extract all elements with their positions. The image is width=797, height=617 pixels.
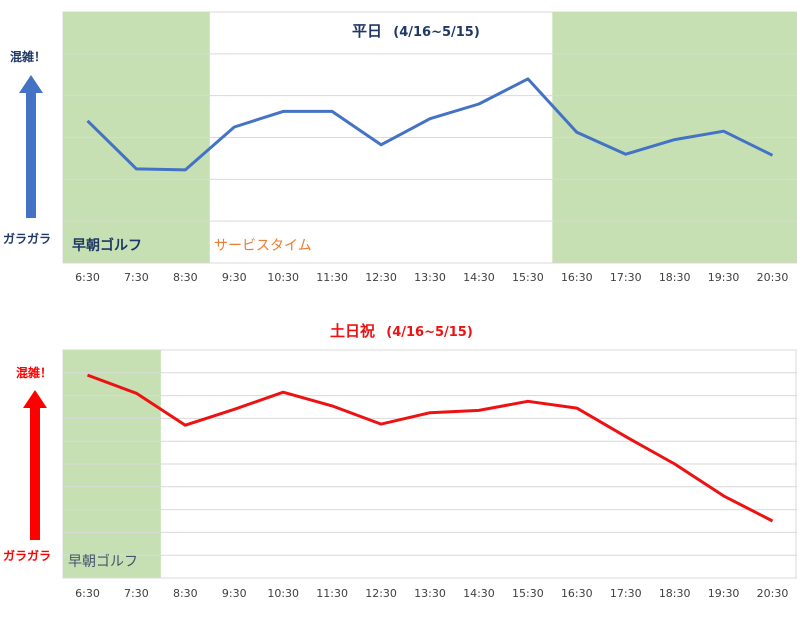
weekend-x-tick-labels: 6:30 7:30 8:30 9:30 10:30 11:30 12:30 13:30 14:3…: [75, 587, 788, 600]
x-tick-label: 13:30: [414, 587, 446, 600]
x-tick-label: 11:30: [316, 271, 348, 284]
weekday-chart: 6:30 7:30 8:30 9:30 10:30 11:30 12:30 13:30 14:3…: [3, 11, 797, 284]
x-tick-label: 14:30: [463, 271, 495, 284]
weekend-arrow-head: [23, 390, 47, 408]
x-tick-label: 12:30: [365, 271, 397, 284]
weekend-chart: 6:30 7:30 8:30 9:30 10:30 11:30 12:30 13:30 14:3…: [3, 322, 797, 600]
weekday-up-arrow: [19, 75, 43, 218]
x-tick-label: 11:30: [316, 587, 348, 600]
x-tick-label: 12:30: [365, 587, 397, 600]
weekday-service-time-label: サービスタイム: [214, 238, 312, 254]
x-tick-label: 8:30: [173, 271, 198, 284]
x-tick-label: 10:30: [267, 587, 299, 600]
x-tick-label: 19:30: [708, 587, 740, 600]
weekend-series-line: [86, 373, 774, 523]
x-tick-label: 15:30: [512, 587, 544, 600]
x-tick-label: 19:30: [708, 271, 740, 284]
weekday-series-line: [86, 77, 774, 172]
weekday-x-tick-labels: 6:30 7:30 8:30 9:30 10:30 11:30 12:30 13:30 14:3…: [75, 271, 788, 284]
x-tick-label: 9:30: [222, 271, 247, 284]
x-tick-label: 7:30: [124, 587, 149, 600]
weekday-arrow-head: [19, 75, 43, 93]
x-tick-label: 17:30: [610, 271, 642, 284]
weekend-gridlines: [63, 372, 797, 579]
x-tick-label: 20:30: [757, 587, 789, 600]
weekday-title-sub: (4/16~5/15): [393, 25, 480, 40]
weekday-gridlines: [63, 53, 797, 264]
x-tick-label: 20:30: [757, 271, 789, 284]
weekday-y-top-label: 混雑！: [10, 49, 46, 64]
x-tick-label: 16:30: [561, 271, 593, 284]
weekday-title-main: 平日: [352, 22, 382, 40]
x-tick-label: 17:30: [610, 587, 642, 600]
x-tick-label: 15:30: [512, 271, 544, 284]
weekend-y-bottom-label: ガラガラ: [3, 548, 51, 563]
weekend-title-sub: (4/16~5/15): [386, 325, 473, 340]
weekend-arrow-shaft: [30, 407, 40, 540]
x-tick-label: 7:30: [124, 271, 149, 284]
x-tick-label: 18:30: [659, 271, 691, 284]
x-tick-label: 9:30: [222, 587, 247, 600]
x-tick-label: 18:30: [659, 587, 691, 600]
weekend-y-top-label: 混雑！: [16, 365, 52, 380]
weekday-title: 平日 (4/16~5/15): [352, 22, 480, 40]
weekend-zone-label-early-golf: 早朝ゴルフ: [68, 553, 138, 570]
weekday-y-bottom-label: ガラガラ: [3, 231, 51, 246]
weekend-title: 土日祝 (4/16~5/15): [330, 322, 473, 340]
x-tick-label: 13:30: [414, 271, 446, 284]
weekday-arrow-shaft: [26, 92, 36, 218]
x-tick-label: 8:30: [173, 587, 198, 600]
weekday-zone-label-early-golf: 早朝ゴルフ: [72, 237, 142, 254]
x-tick-label: 16:30: [561, 587, 593, 600]
x-tick-label: 6:30: [75, 587, 100, 600]
weekend-title-main: 土日祝: [330, 322, 375, 340]
weekend-up-arrow: [23, 390, 47, 540]
x-tick-label: 14:30: [463, 587, 495, 600]
x-tick-label: 6:30: [75, 271, 100, 284]
x-tick-label: 10:30: [267, 271, 299, 284]
